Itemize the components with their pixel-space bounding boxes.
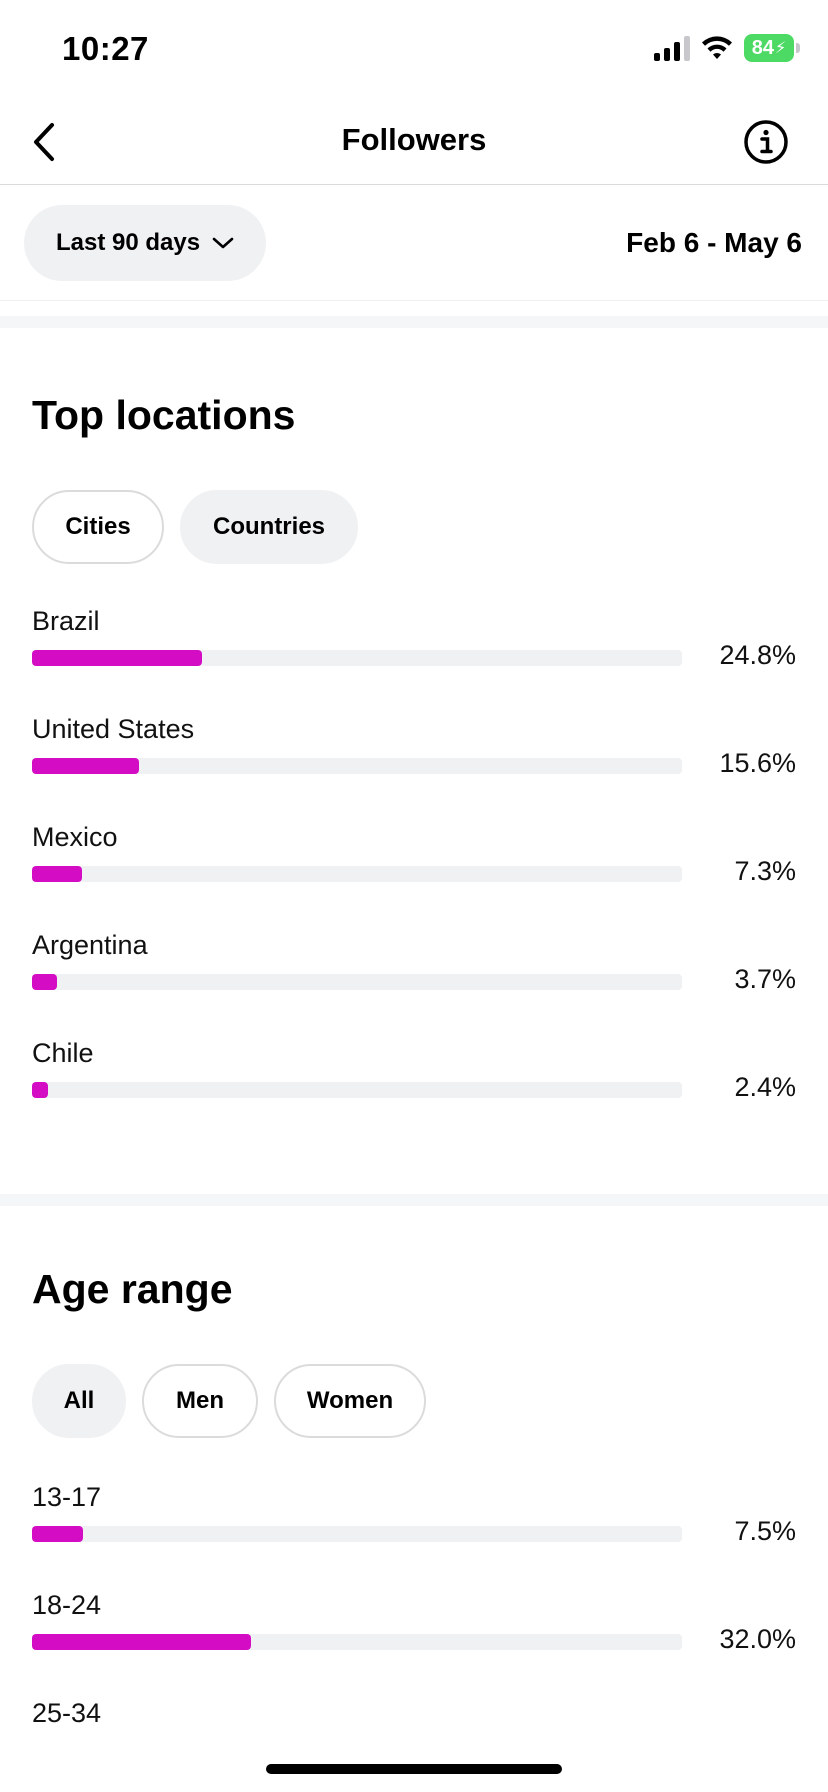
status-time: 10:27: [62, 30, 149, 67]
home-indicator: [266, 1764, 562, 1774]
date-range-dropdown-label: Last 90 days: [56, 229, 201, 256]
location-row: Mexico 7.3%: [32, 822, 796, 930]
location-label: Argentina: [32, 930, 148, 960]
tab-cities[interactable]: Cities: [32, 490, 164, 564]
bar-track: [32, 758, 682, 774]
tab-all[interactable]: All: [32, 1364, 126, 1438]
filter-row: Last 90 days Feb 6 - May 6: [0, 185, 828, 301]
bar-fill: [32, 866, 82, 882]
status-bar: 10:27 84 ⚡: [0, 0, 828, 100]
bar-fill: [32, 1082, 49, 1098]
section-divider: [0, 1194, 828, 1206]
bar-track: [32, 1526, 682, 1542]
back-button[interactable]: [14, 112, 74, 172]
location-percent: 2.4%: [734, 1072, 796, 1102]
bar-track: [32, 974, 682, 990]
page-title: Followers: [341, 122, 487, 157]
status-icons: 84 ⚡: [654, 34, 800, 62]
age-row: 25-34: [32, 1698, 796, 1748]
bar-fill: [32, 758, 139, 774]
age-tabs: All Men Women: [32, 1364, 426, 1438]
age-range-section: Age range All Men Women 13-17 7.5% 18-24…: [0, 1206, 828, 1766]
tab-men[interactable]: Men: [142, 1364, 258, 1438]
location-label: Mexico: [32, 822, 118, 852]
signal-icon: [654, 35, 690, 61]
age-label: 25-34: [32, 1698, 102, 1728]
age-row: 13-17 7.5%: [32, 1482, 796, 1590]
location-percent: 15.6%: [719, 748, 796, 778]
chevron-down-icon: [212, 237, 234, 249]
nav-bar: Followers: [0, 100, 828, 185]
wifi-icon: [702, 36, 732, 59]
location-percent: 24.8%: [719, 640, 796, 670]
age-label: 13-17: [32, 1482, 102, 1512]
info-button[interactable]: [740, 116, 792, 168]
charging-bolt-icon: ⚡: [775, 40, 787, 57]
age-percent: 32.0%: [719, 1624, 796, 1654]
location-label: Brazil: [32, 606, 100, 636]
date-range-text: Feb 6 - May 6: [626, 227, 802, 258]
location-percent: 7.3%: [734, 856, 796, 886]
date-range-dropdown[interactable]: Last 90 days: [24, 205, 267, 281]
location-row: Argentina 3.7%: [32, 930, 796, 1038]
chevron-left-icon: [34, 123, 54, 161]
section-divider: [0, 316, 828, 328]
location-percent: 3.7%: [734, 964, 796, 994]
tab-countries[interactable]: Countries: [180, 490, 358, 564]
bar-fill: [32, 650, 202, 666]
bar-track: [32, 866, 682, 882]
bar-fill: [32, 974, 58, 990]
location-tabs: Cities Countries: [32, 490, 358, 564]
bar-track: [32, 1634, 682, 1650]
age-percent: 7.5%: [734, 1516, 796, 1546]
location-row: United States 15.6%: [32, 714, 796, 822]
section-title: Age range: [32, 1266, 233, 1312]
location-row: Brazil 24.8%: [32, 606, 796, 714]
bar-fill: [32, 1526, 84, 1542]
tab-women[interactable]: Women: [274, 1364, 426, 1438]
age-label: 18-24: [32, 1590, 102, 1620]
battery-level: 84: [751, 36, 774, 59]
location-label: United States: [32, 714, 195, 744]
top-locations-section: Top locations Cities Countries Brazil 24…: [0, 328, 828, 1194]
location-row: Chile 2.4%: [32, 1038, 796, 1146]
bar-track: [32, 650, 682, 666]
bar-track: [32, 1082, 682, 1098]
section-title: Top locations: [32, 392, 296, 438]
location-label: Chile: [32, 1038, 94, 1068]
battery-icon: 84 ⚡: [744, 34, 800, 62]
info-icon: [744, 120, 788, 164]
bar-fill: [32, 1634, 251, 1650]
age-row: 18-24 32.0%: [32, 1590, 796, 1698]
